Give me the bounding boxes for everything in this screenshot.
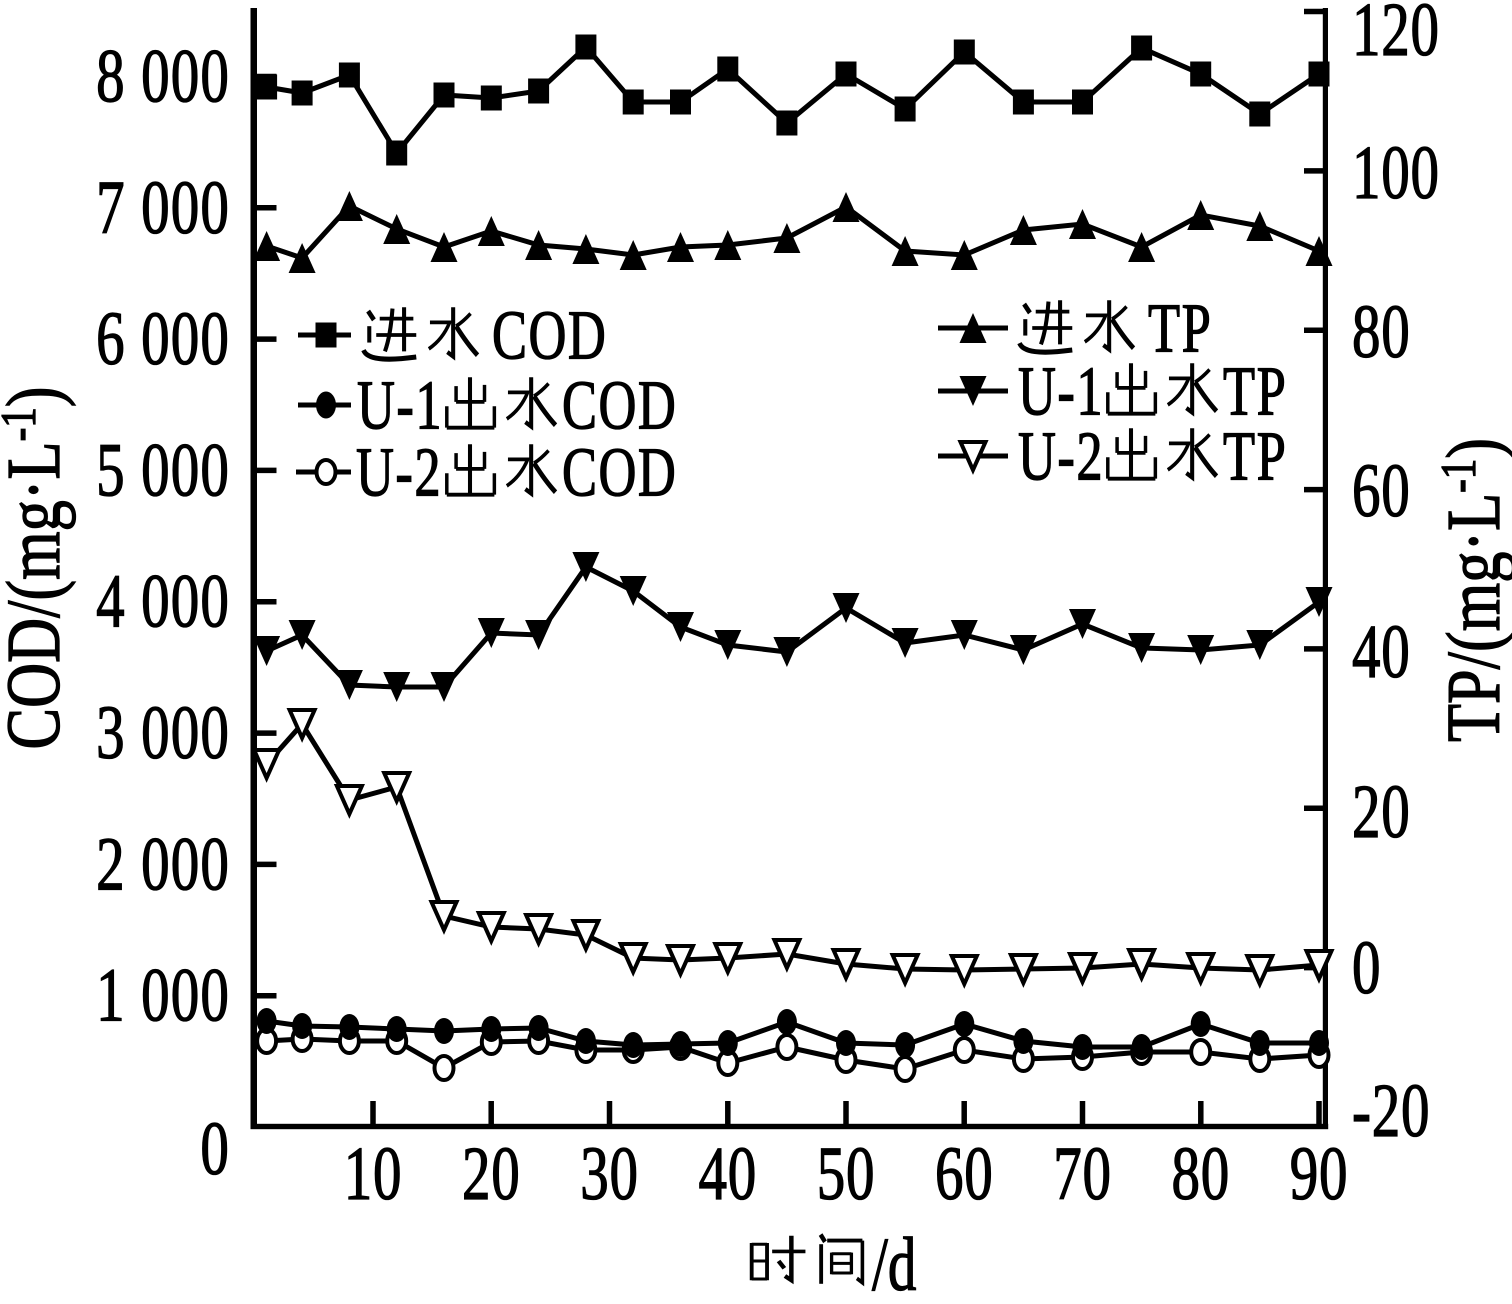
svg-text:2 000: 2 000 [96, 822, 230, 907]
svg-text:80: 80 [1352, 289, 1410, 374]
svg-text:70: 70 [1053, 1131, 1111, 1216]
svg-text:TP: TP [1223, 353, 1287, 430]
svg-text:20: 20 [1352, 769, 1410, 854]
svg-text:60: 60 [1352, 448, 1410, 533]
svg-text:4 000: 4 000 [96, 559, 230, 644]
svg-text:-20: -20 [1352, 1068, 1430, 1153]
svg-text:80: 80 [1172, 1131, 1230, 1216]
svg-text:3 000: 3 000 [96, 690, 230, 775]
svg-text:TP: TP [1148, 290, 1212, 367]
svg-text:COD: COD [562, 367, 677, 444]
svg-text:COD: COD [562, 434, 677, 511]
svg-text:COD/(mg·L-1): COD/(mg·L-1) [0, 387, 76, 750]
svg-text:U-2: U-2 [1018, 418, 1104, 495]
svg-text:6 000: 6 000 [96, 296, 230, 381]
svg-text:40: 40 [699, 1131, 757, 1216]
svg-text:/d: /d [872, 1222, 916, 1299]
svg-text:8 000: 8 000 [96, 34, 230, 119]
svg-text:U-1: U-1 [357, 367, 443, 444]
svg-text:7 000: 7 000 [96, 165, 230, 250]
svg-text:1 000: 1 000 [96, 953, 230, 1038]
svg-text:U-1: U-1 [1018, 353, 1104, 430]
svg-text:40: 40 [1352, 609, 1410, 694]
svg-text:60: 60 [935, 1131, 993, 1216]
svg-text:120: 120 [1352, 0, 1440, 72]
svg-text:COD: COD [492, 297, 607, 374]
svg-text:5 000: 5 000 [96, 428, 230, 513]
svg-text:TP: TP [1223, 418, 1287, 495]
svg-text:90: 90 [1290, 1131, 1348, 1216]
svg-text:100: 100 [1352, 130, 1440, 215]
svg-text:0: 0 [200, 1106, 230, 1191]
svg-text:0: 0 [1352, 925, 1381, 1010]
svg-text:U-2: U-2 [356, 434, 442, 511]
svg-text:50: 50 [817, 1131, 875, 1216]
svg-text:30: 30 [580, 1131, 638, 1216]
svg-text:10: 10 [344, 1131, 402, 1216]
svg-text:20: 20 [462, 1131, 520, 1216]
